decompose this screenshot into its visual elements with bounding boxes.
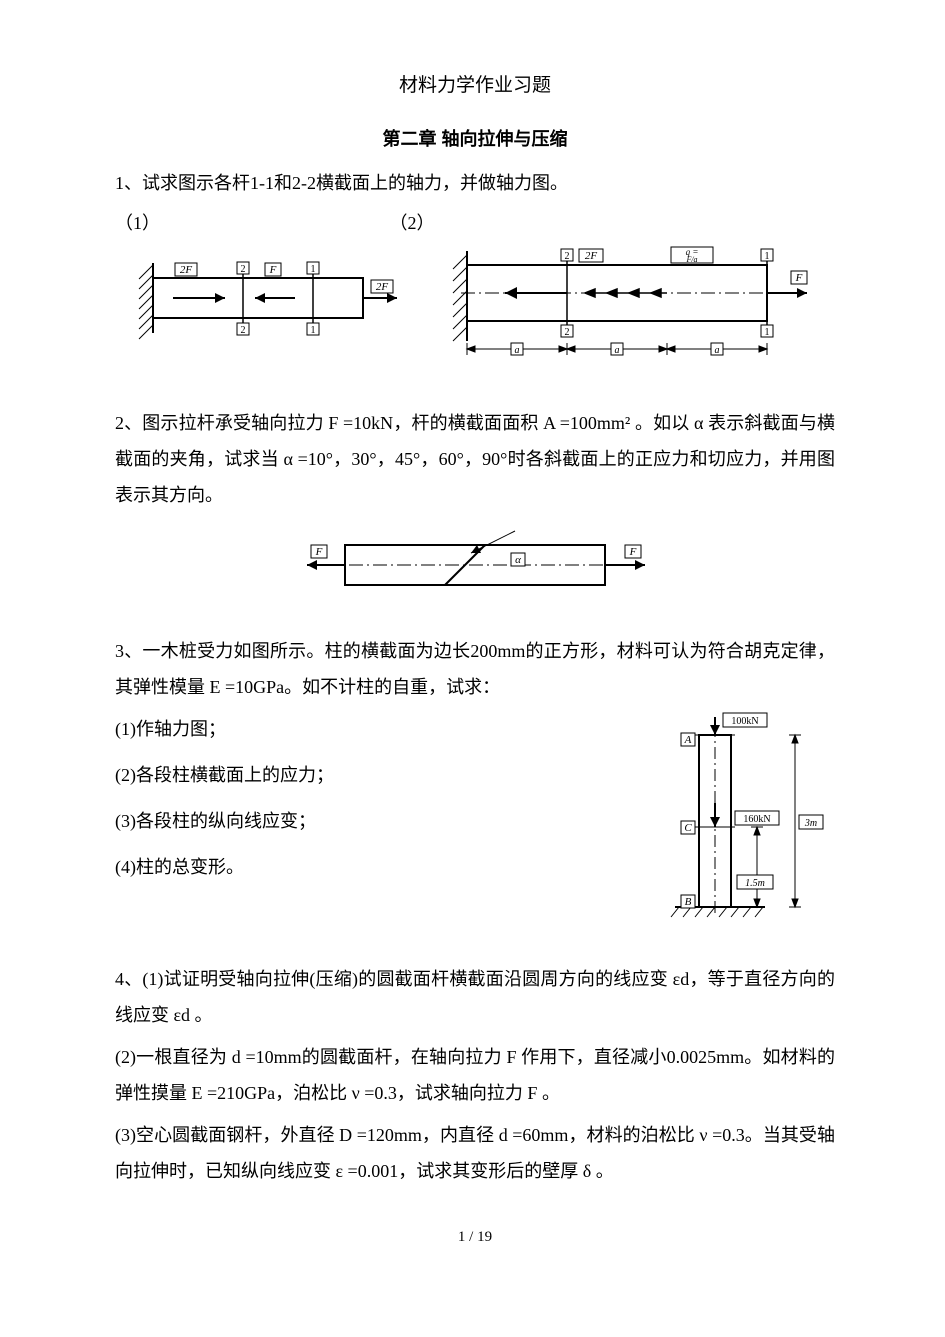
svg-text:2: 2	[565, 251, 570, 262]
svg-text:B: B	[685, 896, 692, 908]
chapter-title: 第二章 轴向拉伸与压缩	[115, 125, 835, 151]
svg-text:a: a	[615, 345, 620, 356]
q3-item-2: (2)各段柱横截面上的应力；	[115, 757, 605, 793]
svg-text:1: 1	[311, 264, 316, 275]
svg-text:3m: 3m	[804, 818, 817, 829]
q1-figure-2: 2 2 1 1 2F q = F/a F	[435, 245, 815, 375]
svg-text:a: a	[515, 345, 520, 356]
svg-text:F: F	[269, 264, 277, 276]
document-title: 材料力学作业习题	[115, 70, 835, 97]
q4-p2: (2)一根直径为 d =10mm的圆截面杆，在轴向拉力 F 作用下，直径减小0.…	[115, 1039, 835, 1111]
q2-figure: α F F	[295, 523, 655, 603]
q1-sub1: （1）	[115, 207, 385, 239]
page-footer: 1 / 19	[115, 1229, 835, 1246]
svg-text:F: F	[795, 272, 803, 284]
svg-text:1: 1	[311, 325, 316, 336]
svg-text:A: A	[684, 734, 692, 746]
svg-text:160kN: 160kN	[743, 814, 770, 825]
q3-item-3: (3)各段柱的纵向线应变；	[115, 803, 605, 839]
svg-text:2F: 2F	[180, 264, 193, 276]
svg-text:2: 2	[241, 325, 246, 336]
svg-text:2: 2	[565, 327, 570, 338]
svg-text:1.5m: 1.5m	[745, 878, 765, 889]
svg-text:a: a	[715, 345, 720, 356]
svg-text:C: C	[684, 822, 692, 834]
q1-sub2: （2）	[390, 213, 435, 233]
svg-text:2F: 2F	[376, 281, 389, 293]
svg-text:1: 1	[765, 327, 770, 338]
svg-text:F: F	[315, 546, 323, 558]
svg-text:1: 1	[765, 251, 770, 262]
q4-p1: 4、(1)试证明受轴向拉伸(压缩)的圆截面杆横截面沿圆周方向的线应变 εd，等于…	[115, 961, 835, 1033]
svg-text:F: F	[629, 546, 637, 558]
q1-figure-1: 2 2 1 1 2F F 2F	[115, 245, 405, 355]
q3-item-4: (4)柱的总变形。	[115, 849, 605, 885]
svg-text:100kN: 100kN	[731, 716, 758, 727]
svg-text:2F: 2F	[585, 250, 598, 262]
svg-text:F/a: F/a	[685, 255, 697, 264]
svg-text:α: α	[515, 554, 521, 566]
q3-item-1: (1)作轴力图；	[115, 711, 605, 747]
q1-text: 1、试求图示各杆1-1和2-2横截面上的轴力，并做轴力图。	[115, 165, 835, 201]
q4-p3: (3)空心圆截面钢杆，外直径 D =120mm，内直径 d =60mm，材料的泊…	[115, 1117, 835, 1189]
q1-subs: （1） （2）	[115, 207, 835, 239]
svg-text:2: 2	[241, 264, 246, 275]
q3-intro: 3、一木桩受力如图所示。柱的横截面为边长200mm的正方形，材料可认为符合胡克定…	[115, 633, 835, 705]
q2-text: 2、图示拉杆承受轴向拉力 F =10kN，杆的横截面面积 A =100mm² 。…	[115, 405, 835, 513]
q3-figure: 100kN 160kN A C B 3m	[645, 711, 835, 931]
